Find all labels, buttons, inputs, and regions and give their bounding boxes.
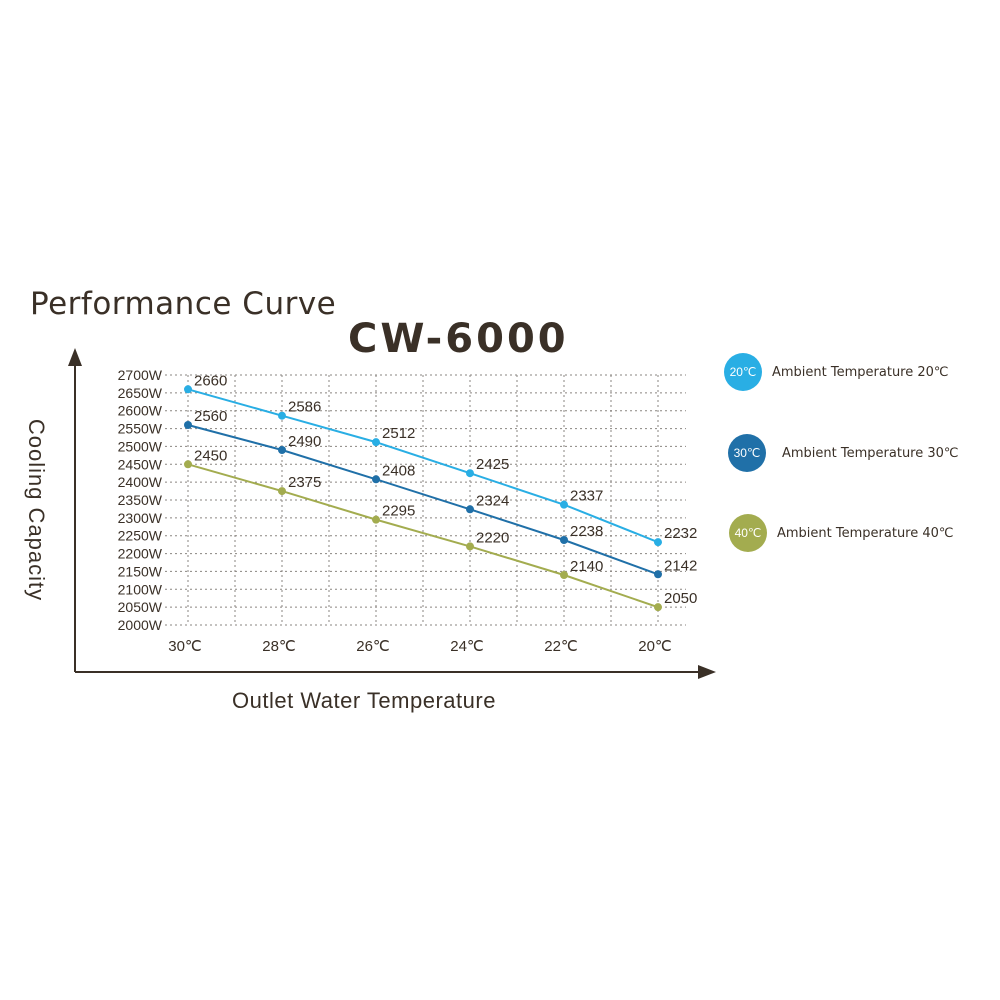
data-label: 2450 (194, 447, 227, 464)
y-tick-label: 2600W (118, 403, 163, 419)
x-tick-label: 20℃ (638, 638, 672, 655)
data-label: 2425 (476, 456, 509, 473)
data-point (466, 469, 474, 478)
legend-badge: 40℃ (729, 514, 767, 552)
data-label: 2238 (570, 523, 603, 540)
y-tick-label: 2050W (118, 599, 163, 615)
series: 2660 2586 2512 2425 2337 2232 2560 2490 2408 2324… (184, 372, 697, 612)
data-point (560, 536, 568, 544)
data-label: 2660 (194, 372, 227, 389)
data-label: 2050 (664, 590, 697, 607)
data-point (372, 475, 380, 484)
data-label: 2586 (288, 399, 321, 416)
x-tick-label: 24℃ (450, 638, 484, 655)
grid (165, 374, 686, 626)
chart-title: Performance Curve (30, 286, 337, 322)
data-point (278, 446, 286, 454)
legend-badge: 20℃ (724, 353, 762, 391)
data-point (466, 505, 474, 514)
data-label: 2232 (664, 525, 697, 542)
data-point (372, 438, 380, 447)
x-axis-label: Outlet Water Temperature (232, 688, 496, 713)
legend-item-20: 20℃ Ambient Temperature 20℃ (724, 353, 949, 391)
legend-item-40: 40℃ Ambient Temperature 40℃ (729, 514, 954, 552)
data-label: 2324 (476, 492, 509, 509)
data-point (184, 460, 192, 469)
data-label: 2140 (570, 558, 603, 575)
data-label: 2337 (570, 488, 603, 505)
series-line (187, 424, 659, 576)
data-label: 2408 (382, 462, 415, 479)
data-point (466, 542, 474, 551)
data-point (560, 500, 568, 509)
y-tick-label: 2250W (118, 528, 163, 544)
series-line (187, 388, 659, 544)
series-2: 2450 2375 2295 2220 2140 2050 (184, 447, 697, 612)
data-point (184, 421, 192, 429)
axes (68, 348, 716, 679)
x-tick-label: 30℃ (168, 638, 202, 655)
y-tick-label: 2100W (118, 581, 163, 597)
data-point (654, 538, 662, 547)
series-0: 2660 2586 2512 2425 2337 2232 (184, 372, 697, 547)
data-label: 2490 (288, 433, 321, 450)
legend-label: Ambient Temperature 20℃ (772, 364, 949, 380)
x-tick-label: 28℃ (262, 638, 296, 655)
y-tick-label: 2500W (118, 438, 163, 454)
data-point (560, 571, 568, 579)
x-axis-arrow (698, 665, 716, 679)
legend-badge: 30℃ (728, 434, 766, 472)
data-point (654, 570, 662, 579)
series-1: 2560 2490 2408 2324 2238 2142 (184, 408, 697, 579)
data-point (278, 411, 286, 420)
model-name: CW-6000 (348, 316, 569, 362)
x-tick-label: 22℃ (544, 638, 578, 655)
data-label: 2512 (382, 425, 415, 442)
x-ticks: 30℃ 28℃ 26℃ 24℃ 22℃ 20℃ (168, 638, 672, 655)
legend-item-30: 30℃ Ambient Temperature 30℃ (728, 434, 959, 472)
data-label: 2142 (664, 557, 697, 574)
y-tick-label: 2450W (118, 456, 163, 472)
data-point (372, 515, 380, 524)
y-tick-label: 2350W (118, 492, 163, 508)
legend-label: Ambient Temperature 30℃ (782, 445, 959, 461)
data-point (278, 487, 286, 496)
y-tick-label: 2650W (118, 385, 163, 401)
y-tick-label: 2150W (118, 563, 163, 579)
series-line (187, 463, 659, 609)
data-point (654, 603, 662, 612)
y-tick-label: 2400W (118, 474, 163, 490)
data-label: 2560 (194, 408, 227, 425)
y-tick-label: 2300W (118, 510, 163, 526)
y-axis-arrow (68, 348, 82, 366)
data-point (184, 385, 192, 394)
data-label: 2220 (476, 529, 509, 546)
x-tick-label: 26℃ (356, 638, 390, 655)
legend-label: Ambient Temperature 40℃ (777, 525, 954, 541)
y-tick-label: 2200W (118, 546, 163, 562)
data-label: 2375 (288, 474, 321, 491)
y-tick-label: 2550W (118, 421, 163, 437)
y-tick-label: 2000W (118, 617, 163, 633)
data-label: 2295 (382, 503, 415, 520)
y-tick-label: 2700W (118, 367, 163, 383)
